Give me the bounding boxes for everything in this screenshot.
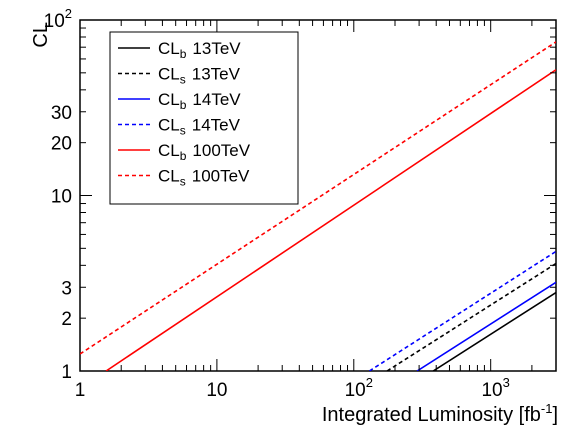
- y-tick-label: 102: [44, 6, 72, 32]
- y-tick-label-base: 10: [44, 11, 65, 32]
- y-tick-label: 1: [61, 362, 72, 383]
- y-tick-label-base: 1: [61, 362, 72, 383]
- y-tick-label: 30: [51, 103, 72, 124]
- series-line-5: [80, 41, 556, 355]
- legend-label-rest: 14TeV: [192, 116, 241, 135]
- legend-label-rest: 13TeV: [192, 39, 241, 58]
- legend-label-rest: 13TeV: [192, 65, 241, 84]
- series-line-3: [368, 250, 556, 371]
- legend-label-main: CL: [158, 141, 180, 160]
- legend-label-sub: s: [180, 73, 186, 87]
- x-tick-label: 1: [75, 380, 86, 401]
- x-tick-label: 10: [206, 380, 227, 401]
- x-tick-label-base: 10: [345, 380, 366, 401]
- legend-label-main: CL: [158, 65, 180, 84]
- legend-label-rest: 100TeV: [192, 167, 250, 186]
- legend-label-main: CL: [158, 90, 180, 109]
- series-layer: [80, 41, 556, 371]
- legend-label-main: CL: [158, 116, 180, 135]
- legend-label-main: CL: [158, 39, 180, 58]
- x-tick-label: 103: [481, 375, 509, 401]
- legend-label-4: CLb 100TeV: [158, 141, 251, 163]
- x-tick-label: 102: [345, 375, 373, 401]
- legend-label-0: CLb 13TeV: [158, 39, 241, 61]
- x-tick-label-base: 10: [206, 380, 227, 401]
- y-tick-label: 10: [51, 187, 72, 208]
- y-tick-label-base: 30: [51, 103, 72, 124]
- y-tick-label-base: 20: [51, 134, 72, 155]
- legend-label-rest: 100TeV: [192, 141, 250, 160]
- x-axis-title: Integrated Luminosity [fb-1]: [322, 401, 558, 426]
- legend-label-rest: 14TeV: [192, 90, 241, 109]
- x-tick-label-base: 1: [75, 380, 86, 401]
- x-tick-label-exp: 3: [503, 375, 510, 390]
- x-tick-label-base: 10: [481, 380, 502, 401]
- y-tick-label: 2: [61, 309, 72, 330]
- y-tick-label-base: 10: [51, 187, 72, 208]
- series-line-2: [416, 281, 556, 371]
- y-tick-label-base: 3: [61, 278, 72, 299]
- y-tick-label: 3: [61, 278, 72, 299]
- series-line-4: [105, 69, 556, 371]
- legend-label-3: CLs 14TeV: [158, 116, 241, 138]
- series-line-0: [432, 291, 556, 371]
- series-line-1: [386, 262, 556, 371]
- y-tick-label-exp: 2: [65, 6, 72, 21]
- legend-label-sub: b: [180, 149, 187, 163]
- legend-label-sub: b: [180, 47, 187, 61]
- legend-label-2: CLb 14TeV: [158, 90, 241, 112]
- x-axis-title-main: Integrated Luminosity [fb: [322, 404, 541, 426]
- tick-layer: [79, 19, 557, 372]
- legend-label-sub: b: [180, 98, 187, 112]
- x-axis-title-close: ]: [552, 404, 558, 426]
- legend-label-1: CLs 13TeV: [158, 65, 241, 87]
- x-tick-label-exp: 2: [366, 375, 373, 390]
- x-axis-title-sup: -1: [541, 401, 553, 416]
- legend-label-sub: s: [180, 124, 186, 138]
- y-tick-label: 20: [51, 134, 72, 155]
- legend-label-sub: s: [180, 175, 186, 189]
- y-axis-title: CL: [30, 22, 52, 48]
- y-tick-label-base: 2: [61, 309, 72, 330]
- legend-label-main: CL: [158, 167, 180, 186]
- legend-label-5: CLs 100TeV: [158, 167, 250, 189]
